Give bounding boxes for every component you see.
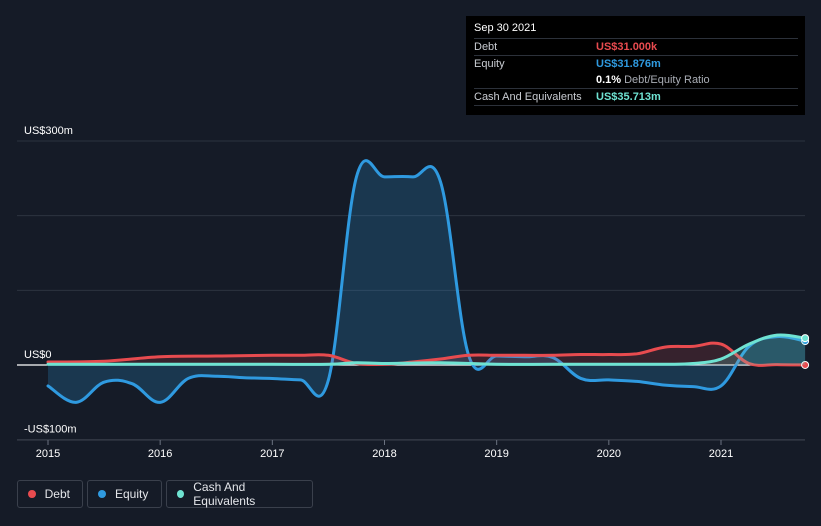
y-tick-label: -US$100m xyxy=(24,424,77,436)
debt-line xyxy=(46,341,807,367)
debt-end-point xyxy=(801,360,810,369)
legend: Debt Equity Cash And Equivalents xyxy=(17,480,313,508)
tooltip-date: Sep 30 2021 xyxy=(474,22,537,34)
cash-and-equivalents-line xyxy=(46,333,807,366)
tooltip-ratio-percent: 0.1% xyxy=(596,74,622,86)
tooltip-cash-row: Cash And Equivalents US$35.713m xyxy=(474,88,798,106)
x-tick-label: 2020 xyxy=(597,448,621,460)
hover-tooltip: Sep 30 2021 Debt US$31.000k Equity US$31… xyxy=(466,16,805,115)
tooltip-cash-label: Cash And Equivalents xyxy=(474,91,582,103)
y-tick-label: US$0 xyxy=(24,349,52,361)
tooltip-debt-value: US$31.000k xyxy=(596,41,658,53)
debt-area xyxy=(48,343,806,366)
cash-dot-icon xyxy=(177,490,185,498)
legend-equity-label: Equity xyxy=(115,487,149,501)
legend-equity-toggle[interactable]: Equity xyxy=(87,480,162,508)
tooltip-cash-value: US$35.713m xyxy=(596,91,661,103)
tooltip-debt-row: Debt US$31.000k xyxy=(474,38,798,55)
tooltip-ratio-label: Debt/Equity Ratio xyxy=(624,74,710,86)
tooltip-ratio-row: 0.1% Debt/Equity Ratio xyxy=(474,72,798,88)
x-tick-label: 2016 xyxy=(148,448,172,460)
x-tick-label: 2017 xyxy=(260,448,284,460)
equity-area xyxy=(48,160,806,403)
tooltip-equity-row: Equity US$31.876m xyxy=(474,55,798,72)
x-tick-label: 2021 xyxy=(709,448,733,460)
legend-debt-label: Debt xyxy=(44,487,70,501)
equity-dot-icon xyxy=(98,490,106,498)
debt-dot-icon xyxy=(28,490,36,498)
y-tick-label: US$300m xyxy=(24,125,73,137)
tooltip-equity-label: Equity xyxy=(474,58,505,70)
cash-and-equivalents-end-point xyxy=(801,334,810,343)
x-tick-label: 2018 xyxy=(372,448,396,460)
legend-debt-toggle[interactable]: Debt xyxy=(17,480,83,508)
legend-cash-toggle[interactable]: Cash And Equivalents xyxy=(166,480,313,508)
tooltip-debt-label: Debt xyxy=(474,41,498,53)
x-tick-label: 2019 xyxy=(484,448,508,460)
legend-cash-label: Cash And Equivalents xyxy=(193,480,256,508)
axes-layer: US$300m US$0 -US$100m 2015 2016 2017 2018 2019 2… xyxy=(17,125,805,460)
series-layer xyxy=(46,159,810,404)
cash-and-equivalents-area xyxy=(48,334,806,365)
tooltip-equity-value: US$31.876m xyxy=(596,58,661,70)
equity-line xyxy=(46,159,807,404)
x-tick-label: 2015 xyxy=(36,448,60,460)
